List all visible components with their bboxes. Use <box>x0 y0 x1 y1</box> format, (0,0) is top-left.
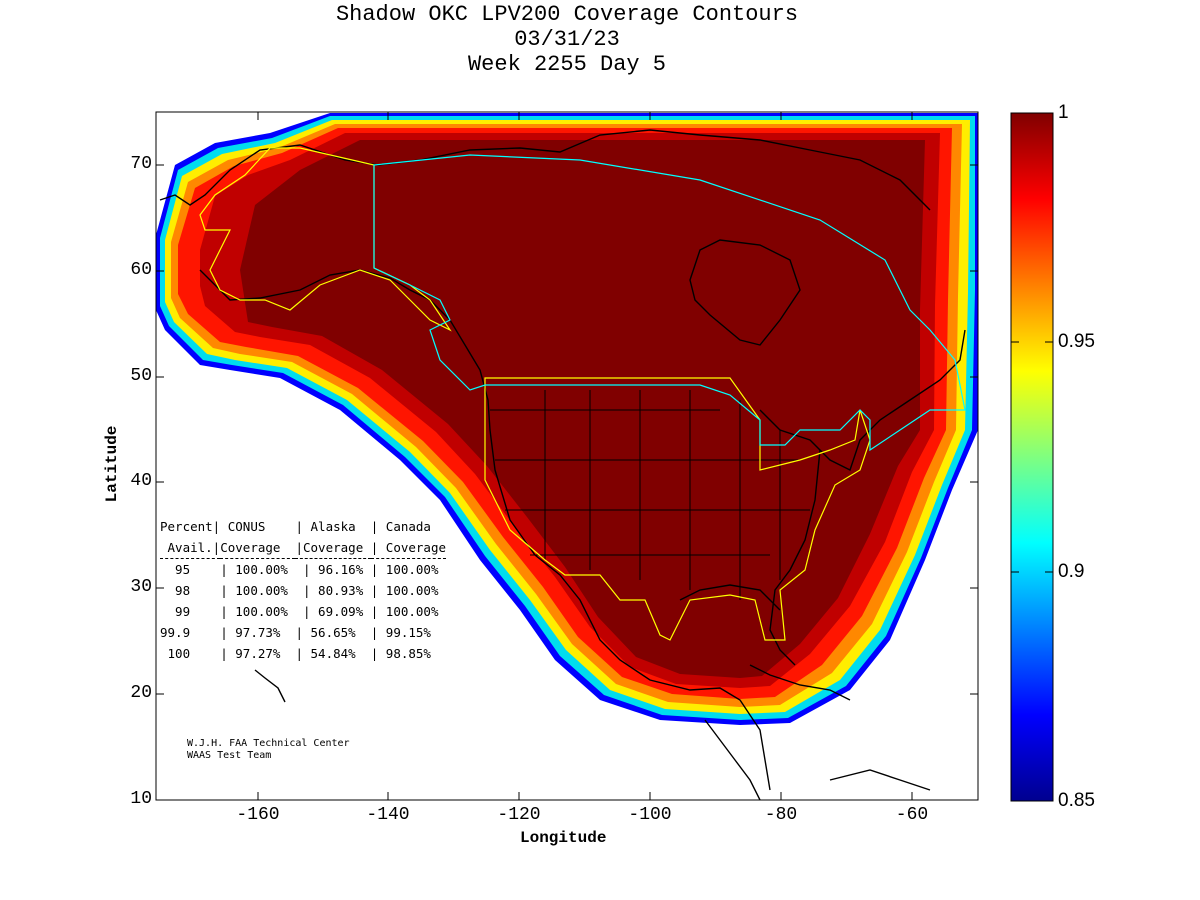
table-cell: | 100.00% <box>220 604 296 619</box>
coverage-band-max <box>240 140 925 678</box>
plot-frame <box>155 111 979 801</box>
x-axis-label: Longitude <box>520 829 607 847</box>
y-tick-label: 70 <box>130 154 152 174</box>
y-tick-label: 60 <box>130 260 152 280</box>
y-tick-label: 50 <box>130 366 152 386</box>
table-cell: Percent| <box>160 519 221 534</box>
credit-line: W.J.H. FAA Technical Center <box>187 738 350 749</box>
y-tick-label: 20 <box>130 683 152 703</box>
table-cell: 99 <box>160 604 213 619</box>
colorbar-label: 0.9 <box>1058 561 1085 582</box>
chart-week-day: Week 2255 Day 5 <box>467 52 667 77</box>
y-tick-label: 30 <box>130 577 152 597</box>
y-axis-label: Latitude <box>103 425 121 503</box>
table-cell: | 100.00% <box>370 583 439 598</box>
colorbar-label: 0.85 <box>1058 790 1095 811</box>
table-cell: | 100.00% <box>370 562 439 577</box>
chart-title: Shadow OKC LPV200 Coverage Contours <box>335 2 799 27</box>
x-tick-label: -160 <box>236 805 280 825</box>
table-cell: | 97.73% <box>220 625 296 640</box>
table-row: 99 | 100.00% | 69.09% | 100.00% <box>160 601 446 622</box>
table-cell: CONUS <box>220 519 288 534</box>
service-area-outlines <box>199 147 966 641</box>
x-tick-label: -60 <box>895 805 929 825</box>
colorbar-ticks <box>1011 341 1053 573</box>
credit-line: WAAS Test Team <box>187 750 272 761</box>
table-cell: 99.9 <box>160 625 213 640</box>
x-tick-label: -100 <box>628 805 672 825</box>
table-row: 95 | 100.00% | 96.16% | 100.00% <box>160 559 446 581</box>
table-cell: | 98.85% <box>370 646 431 661</box>
y-tick-label: 40 <box>130 471 152 491</box>
x-tick-label: -140 <box>366 805 410 825</box>
tick-marks <box>156 112 978 800</box>
table-cell: | 54.84% <box>295 646 364 661</box>
table-cell: | Coverage <box>370 540 447 555</box>
table-row: 99.9 | 97.73% | 56.65% | 99.15% <box>160 622 446 643</box>
table-cell: | 100.00% <box>370 604 439 619</box>
table-cell: | 80.93% <box>295 583 371 598</box>
x-tick-label: -120 <box>497 805 541 825</box>
table-cell: | Alaska <box>295 519 371 534</box>
table-row: 100 | 97.27% | 54.84% | 98.85% <box>160 643 446 664</box>
table-cell: Avail.| <box>160 540 221 555</box>
table-cell: 95 <box>160 562 213 577</box>
table-cell: | 100.00% <box>220 562 296 577</box>
table-cell: | 97.27% <box>220 646 296 661</box>
chart-date: 03/31/23 <box>514 27 620 52</box>
table-cell: | 100.00% <box>220 583 296 598</box>
colorbar-label: 1 <box>1058 102 1069 123</box>
colorbar-label: 0.95 <box>1058 331 1095 352</box>
table-row: 98 | 100.00% | 80.93% | 100.00% <box>160 580 446 601</box>
colorbar <box>1010 112 1054 802</box>
table-cell: | Canada <box>370 519 431 534</box>
table-cell: |Coverage <box>295 540 371 555</box>
x-tick-label: -80 <box>764 805 798 825</box>
table-header-row: Percent| CONUS | Alaska | Canada <box>160 516 446 537</box>
table-cell: | 56.65% <box>295 625 364 640</box>
table-cell: | 96.16% <box>295 562 371 577</box>
table-cell: Coverage <box>220 540 288 555</box>
table-cell: 100 <box>160 646 213 661</box>
coverage-stats-table: Percent| CONUS | Alaska | Canada Avail.|… <box>160 516 447 664</box>
table-cell: | 99.15% <box>370 625 431 640</box>
table-cell: | 69.09% <box>295 604 371 619</box>
coastlines <box>159 129 966 800</box>
table-cell: 98 <box>160 583 213 598</box>
y-tick-label: 10 <box>130 789 152 809</box>
table-header-row: Avail.| Coverage |Coverage | Coverage <box>160 537 447 559</box>
